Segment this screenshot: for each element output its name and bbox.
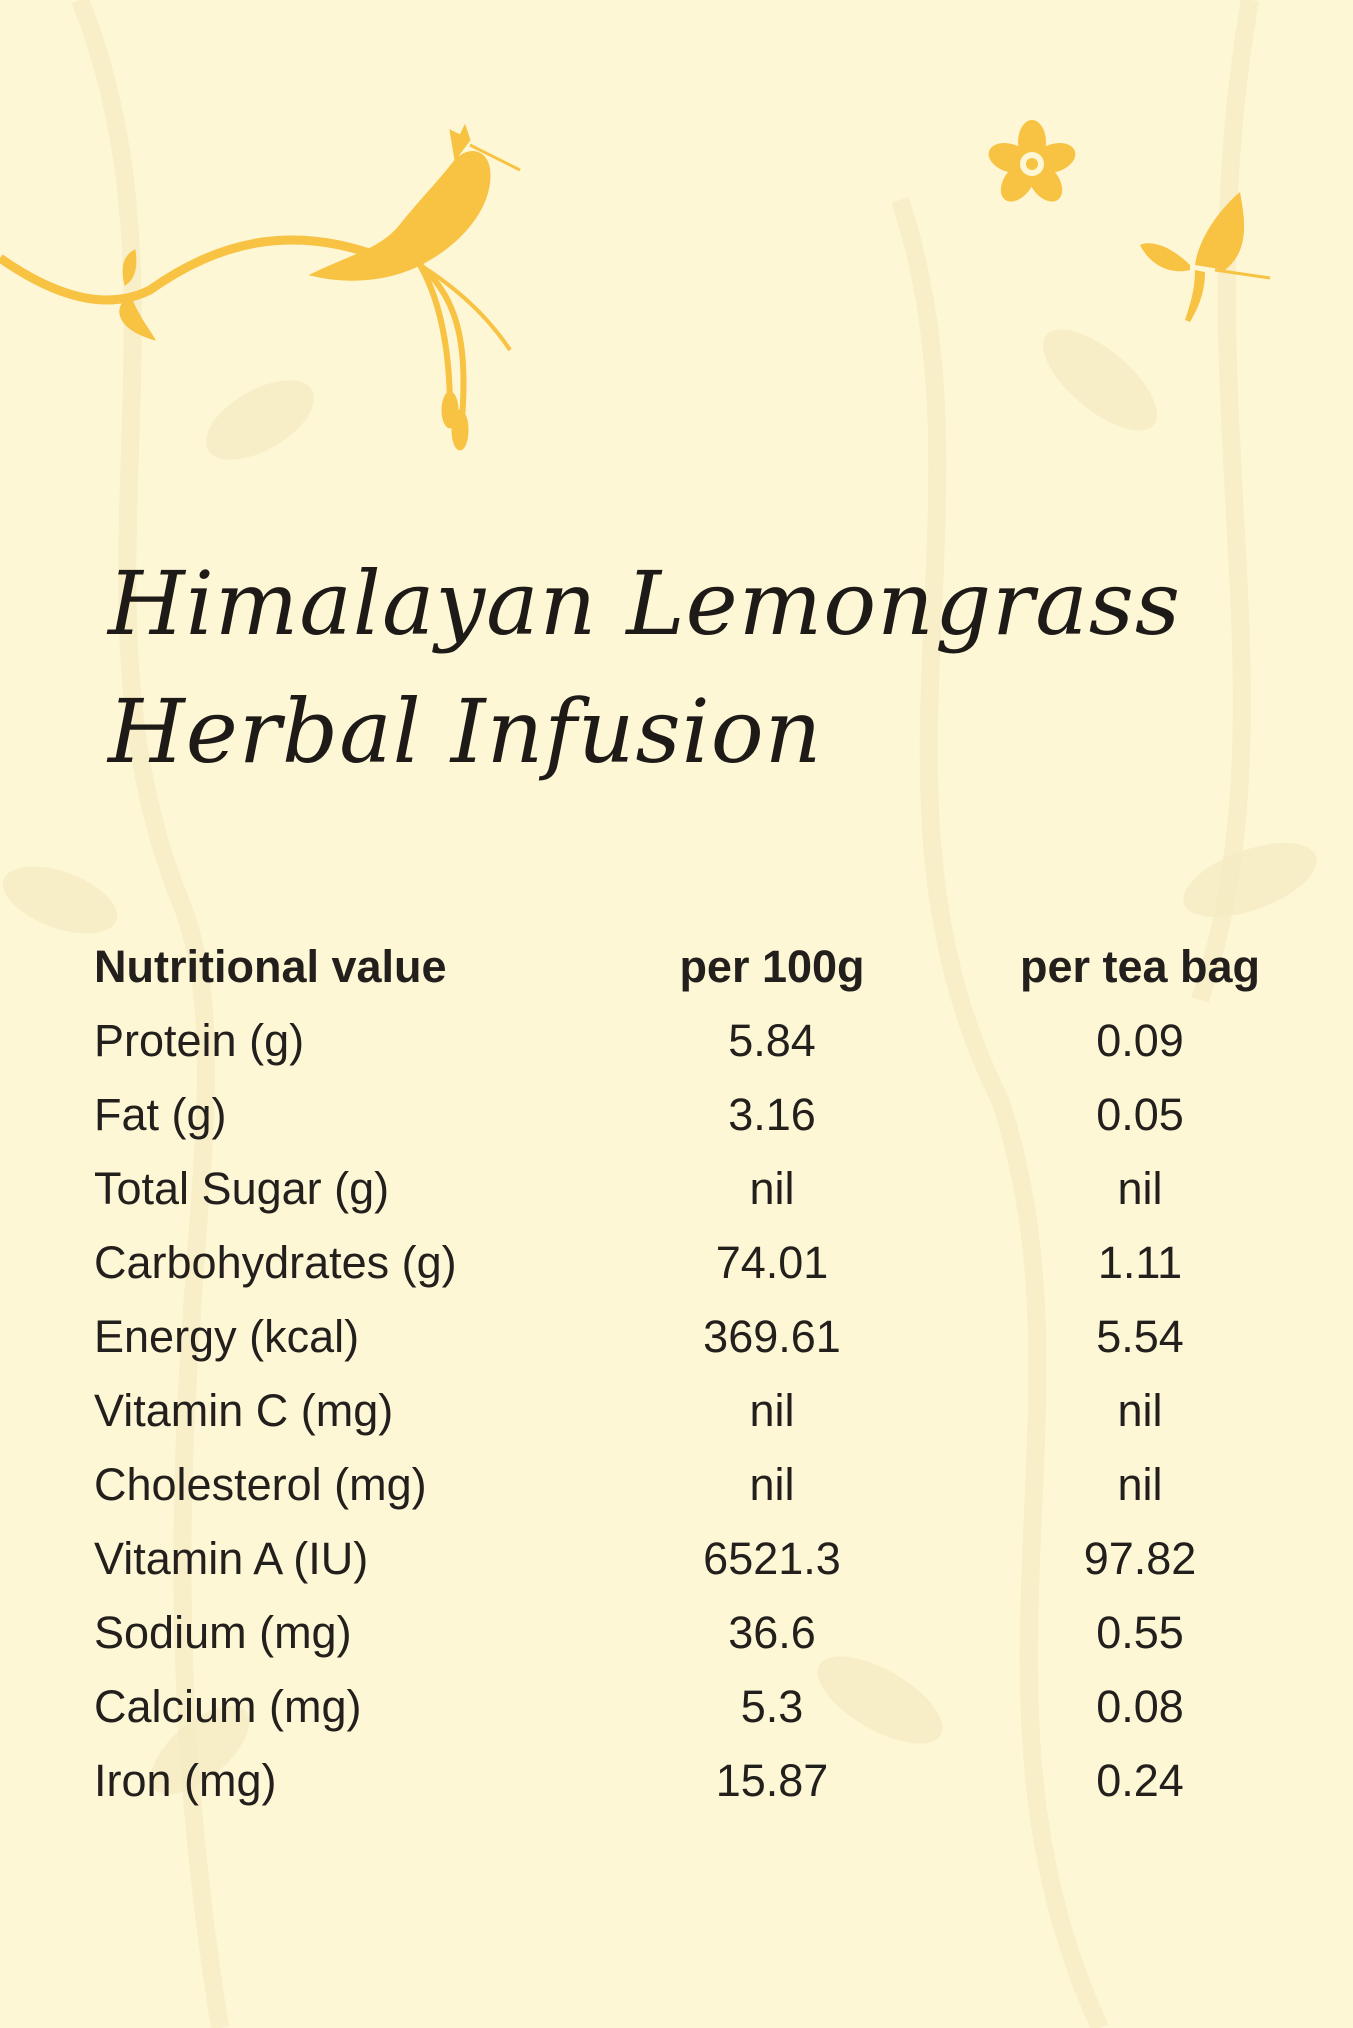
nutrient-name: Calcium (mg): [94, 1681, 362, 1732]
butterfly-icon: [1140, 192, 1271, 322]
title-line-1: Himalayan Lemongrass: [108, 552, 1182, 655]
table-row: Total Sugar (g) nil nil: [94, 1152, 1350, 1226]
per-tea-bag-value: nil: [1117, 1385, 1163, 1436]
table-row: Protein (g) 5.84 0.09: [94, 1004, 1350, 1078]
nutrient-name: Carbohydrates (g): [94, 1237, 457, 1288]
decorative-illustrations: [0, 120, 1271, 451]
nutrient-name: Energy (kcal): [94, 1311, 360, 1362]
nutrient-name: Protein (g): [94, 1015, 305, 1066]
table-row: Fat (g) 3.16 0.05: [94, 1078, 1350, 1152]
per-tea-bag-value: 1.11: [1097, 1237, 1183, 1288]
table-row: Energy (kcal) 369.61 5.54: [94, 1300, 1350, 1374]
per-tea-bag-value: 0.24: [1096, 1755, 1184, 1806]
nutrition-table: Nutritional value per 100g per tea bag P…: [94, 930, 1350, 1818]
nutrient-name: Sodium (mg): [94, 1607, 352, 1658]
table-row: Sodium (mg) 36.6 0.55: [94, 1596, 1350, 1670]
per-tea-bag-value: 97.82: [1083, 1533, 1197, 1584]
per-tea-bag-value: 0.08: [1096, 1681, 1184, 1732]
per-100g-value: 3.16: [728, 1089, 816, 1140]
per-tea-bag-value: nil: [1117, 1163, 1163, 1214]
per-tea-bag-value: 5.54: [1096, 1311, 1184, 1362]
flower-icon: [988, 120, 1076, 202]
header-per-tea-bag: per tea bag: [1019, 941, 1261, 992]
nutrient-name: Cholesterol (mg): [94, 1459, 427, 1510]
per-100g-value: 5.3: [740, 1681, 804, 1732]
title-line-2: Herbal Infusion: [108, 680, 823, 783]
header-nutritional-value: Nutritional value: [94, 941, 447, 992]
table-row: Vitamin A (IU) 6521.3 97.82: [94, 1522, 1350, 1596]
per-100g-value: 369.61: [703, 1311, 841, 1362]
table-row: Cholesterol (mg) nil nil: [94, 1448, 1350, 1522]
table-row: Iron (mg) 15.87 0.24: [94, 1744, 1350, 1818]
per-tea-bag-value: 0.05: [1096, 1089, 1184, 1140]
per-100g-value: nil: [749, 1459, 795, 1510]
per-100g-value: nil: [749, 1163, 795, 1214]
per-100g-value: 5.84: [728, 1015, 816, 1066]
nutrient-name: Iron (mg): [94, 1755, 277, 1806]
per-100g-value: nil: [749, 1385, 795, 1436]
table-row: Vitamin C (mg) nil nil: [94, 1374, 1350, 1448]
per-100g-value: 6521.3: [703, 1533, 841, 1584]
table-row: Carbohydrates (g) 74.01 1.11: [94, 1226, 1350, 1300]
per-tea-bag-value: 0.09: [1096, 1015, 1184, 1066]
product-title: Himalayan Lemongrass Herbal Infusion: [108, 540, 1181, 796]
table-header-row: Nutritional value per 100g per tea bag: [94, 930, 1350, 1004]
table-row: Calcium (mg) 5.3 0.08: [94, 1670, 1350, 1744]
header-per-100g: per 100g: [679, 941, 865, 992]
per-100g-value: 15.87: [715, 1755, 829, 1806]
bird-on-branch-icon: [0, 123, 521, 451]
per-100g-value: 36.6: [728, 1607, 816, 1658]
per-tea-bag-value: nil: [1117, 1459, 1163, 1510]
nutrient-name: Total Sugar (g): [94, 1163, 390, 1214]
nutrient-name: Fat (g): [94, 1089, 227, 1140]
nutrient-name: Vitamin A (IU): [94, 1533, 369, 1584]
per-100g-value: 74.01: [715, 1237, 829, 1288]
per-tea-bag-value: 0.55: [1096, 1607, 1184, 1658]
nutrient-name: Vitamin C (mg): [94, 1385, 394, 1436]
